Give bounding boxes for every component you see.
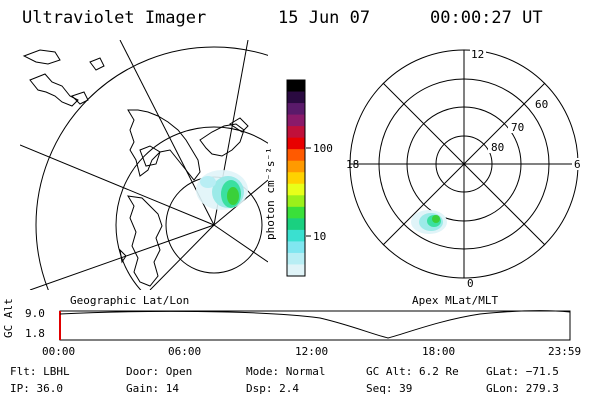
mag-panel-label: Apex MLat/MLT [412,294,499,307]
mlat-label-60: 60 [535,98,548,111]
info-glat: GLat: −71.5 [486,365,559,378]
aurora-emission-geo [196,170,248,210]
geo-lat-circle [35,46,268,290]
info-seq: Seq: 39 [366,382,413,395]
colorbar-segment [287,137,305,150]
colorbar-segment [287,160,305,173]
info-dsp: Dsp: 2.4 [246,382,299,395]
geo-panel-label: Geographic Lat/Lon [70,294,190,307]
geo-lat-circle [115,126,268,290]
colorbar-segment [287,252,305,266]
timeline-xtick-1: 06:00 [168,345,202,358]
colorbar-tick-100: 100 [313,142,333,155]
coastline [89,57,105,71]
coastline [119,248,127,264]
instrument-title: Ultraviolet Imager [22,8,207,28]
colorbar-segment [287,195,305,208]
geo-meridian [20,144,215,226]
mag-mlt-line [382,82,546,246]
info-glon: GLon: 279.3 [486,382,559,395]
mag-polar-plot [349,49,579,279]
timeline-xtick-3: 18:00 [422,345,456,358]
colorbar-segment [287,149,305,162]
coastline [127,195,163,287]
colorbar-tick-10: 10 [313,230,326,243]
colorbar-segment [287,91,305,104]
info-door: Door: Open [126,365,193,378]
colorbar [286,79,306,277]
timeline-xtick-4: 23:59 [548,345,582,358]
colorbar-segment [287,126,305,139]
colorbar-segment [287,241,305,254]
mlat-label-80: 80 [491,141,504,154]
info-gc-alt: GC Alt: 6.2 Re [366,365,459,378]
info-ip: IP: 36.0 [10,382,63,395]
time-label: 00:00:27 UT [430,8,543,28]
mlt-label-0: 0 [467,277,474,290]
mlt-label-18: 18 [346,158,359,171]
colorbar-segment [287,103,305,116]
colorbar-unit-label: photon cm⁻²s⁻¹ [264,147,277,240]
timeline-xtick-2: 12:00 [295,345,329,358]
info-mode: Mode: Normal [246,365,326,378]
colorbar-segment [287,229,305,243]
coastline [199,123,245,157]
mlt-label-6: 6 [574,158,581,171]
timeline-ytick-1-8: 1.8 [25,327,45,340]
coastline [139,145,161,167]
info-gain: Gain: 14 [126,382,179,395]
geo-meridian [149,224,215,290]
colorbar-segment [287,264,305,277]
coastline [127,109,201,181]
timeline-xtick-0: 00:00 [42,345,76,358]
colorbar-segment [287,114,305,127]
colorbar-segment [287,172,305,185]
colorbar-segment [287,206,305,219]
colorbar-frame [286,79,306,277]
geo-meridian [29,224,215,290]
colorbar-segment [287,80,305,93]
mlt-label-12: 12 [471,48,484,61]
date-label: 15 Jun 07 [278,8,371,28]
coastline [71,91,89,105]
colorbar-segment [287,183,305,196]
coastline [29,73,79,107]
timeline-frame [59,310,571,341]
timeline-ytick-9: 9.0 [25,307,45,320]
info-filter: Flt: LBHL [10,365,70,378]
coastline [22,49,61,65]
timeline-y-label: GC Alt [2,298,15,338]
mlat-label-70: 70 [511,121,524,134]
colorbar-segment [287,218,305,231]
coastline [229,117,249,133]
altitude-curve [59,310,571,339]
aurora-emission-mag [411,210,447,234]
geo-meridian [213,224,268,263]
